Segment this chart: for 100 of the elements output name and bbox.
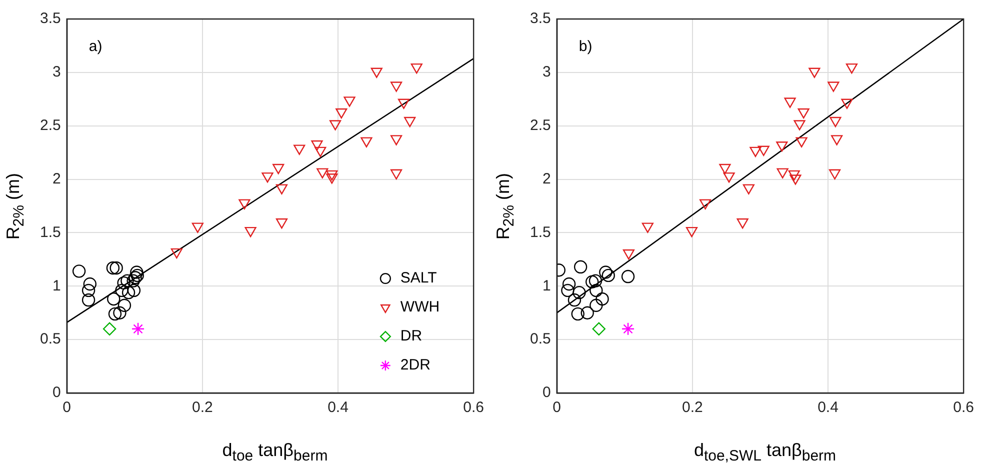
point [126, 274, 140, 288]
y-tick-label: 0.5 [530, 330, 551, 348]
legend-label: 2DR [400, 356, 431, 374]
point [276, 184, 288, 194]
point [314, 146, 326, 158]
point [586, 275, 599, 288]
point [106, 261, 120, 275]
point [390, 135, 402, 146]
point [326, 174, 338, 184]
point [572, 286, 586, 300]
y-tick-label: 2.5 [40, 117, 61, 134]
point [562, 277, 576, 291]
x-tick-label: 0.4 [818, 399, 838, 416]
point [599, 266, 612, 279]
point [590, 284, 603, 298]
point [776, 168, 788, 178]
point [294, 144, 306, 155]
point [410, 63, 422, 74]
point [568, 293, 582, 307]
point [750, 146, 762, 158]
point [83, 277, 96, 291]
point [723, 172, 735, 183]
x-tick-label: 0.2 [192, 399, 213, 416]
point [118, 298, 132, 312]
point [828, 169, 841, 180]
x-axis-title: d$_{toe}$ tanβ$_{berm}$ [221, 440, 329, 465]
point [115, 284, 128, 298]
point [244, 226, 256, 238]
x-tick-label: 0.6 [953, 399, 974, 416]
point [404, 116, 416, 128]
point [110, 261, 123, 275]
point [798, 108, 810, 119]
y-tick-label: 3 [52, 64, 61, 81]
point [830, 116, 842, 128]
point [107, 292, 120, 306]
point [390, 82, 402, 92]
point [794, 120, 806, 130]
point [561, 284, 574, 298]
point [262, 172, 274, 183]
point [796, 137, 808, 148]
point [370, 68, 382, 78]
point [831, 135, 843, 146]
point [108, 307, 122, 321]
point [828, 82, 840, 92]
point [72, 264, 86, 278]
point [390, 169, 402, 180]
point [82, 284, 96, 298]
y-tick-label: 1 [52, 277, 61, 294]
point [344, 96, 356, 107]
point [841, 98, 853, 109]
y-tick-label: 3.5 [530, 10, 551, 28]
point [117, 276, 130, 290]
y-tick-label: 1 [542, 277, 551, 294]
point [398, 98, 410, 109]
y-tick-label: 2 [542, 170, 551, 188]
annotation: b) [578, 38, 592, 56]
point [326, 170, 338, 181]
point [316, 168, 328, 178]
point [120, 274, 134, 288]
point [784, 98, 796, 108]
point [602, 268, 615, 282]
legend-label: WWH [400, 298, 440, 316]
point [621, 322, 635, 336]
y-tick-label: 0.5 [40, 330, 61, 348]
x-tick-label: 0.4 [328, 399, 348, 416]
point [700, 199, 712, 210]
point [788, 170, 800, 181]
point [574, 260, 588, 274]
point [82, 293, 96, 307]
point [588, 274, 602, 288]
y-tick-label: 2 [52, 170, 61, 188]
point [846, 63, 858, 74]
point [336, 108, 348, 119]
point [571, 307, 584, 321]
point [102, 322, 116, 336]
y-tick-label: 2.5 [530, 117, 551, 134]
legend-label: DR [400, 328, 422, 345]
point [622, 249, 635, 260]
point [808, 68, 820, 78]
point [596, 292, 609, 306]
point [719, 164, 731, 174]
x-tick-label: 0.2 [682, 399, 703, 416]
y-tick-label: 1.5 [40, 224, 61, 241]
point [122, 286, 136, 300]
point [790, 174, 802, 185]
y-tick-label: 3.5 [40, 10, 61, 28]
point [127, 284, 141, 298]
point [170, 248, 182, 259]
x-axis-title: d$_{toe,SWL}$ tanβ$_{berm}$ [692, 440, 838, 465]
point [131, 322, 145, 336]
point [130, 266, 144, 279]
point [272, 164, 284, 174]
point [742, 184, 754, 194]
point [238, 199, 250, 210]
y-tick-label: 1.5 [530, 224, 551, 241]
point [580, 306, 594, 320]
point [113, 306, 126, 320]
point [311, 140, 323, 151]
point [686, 226, 698, 238]
point [276, 218, 288, 229]
